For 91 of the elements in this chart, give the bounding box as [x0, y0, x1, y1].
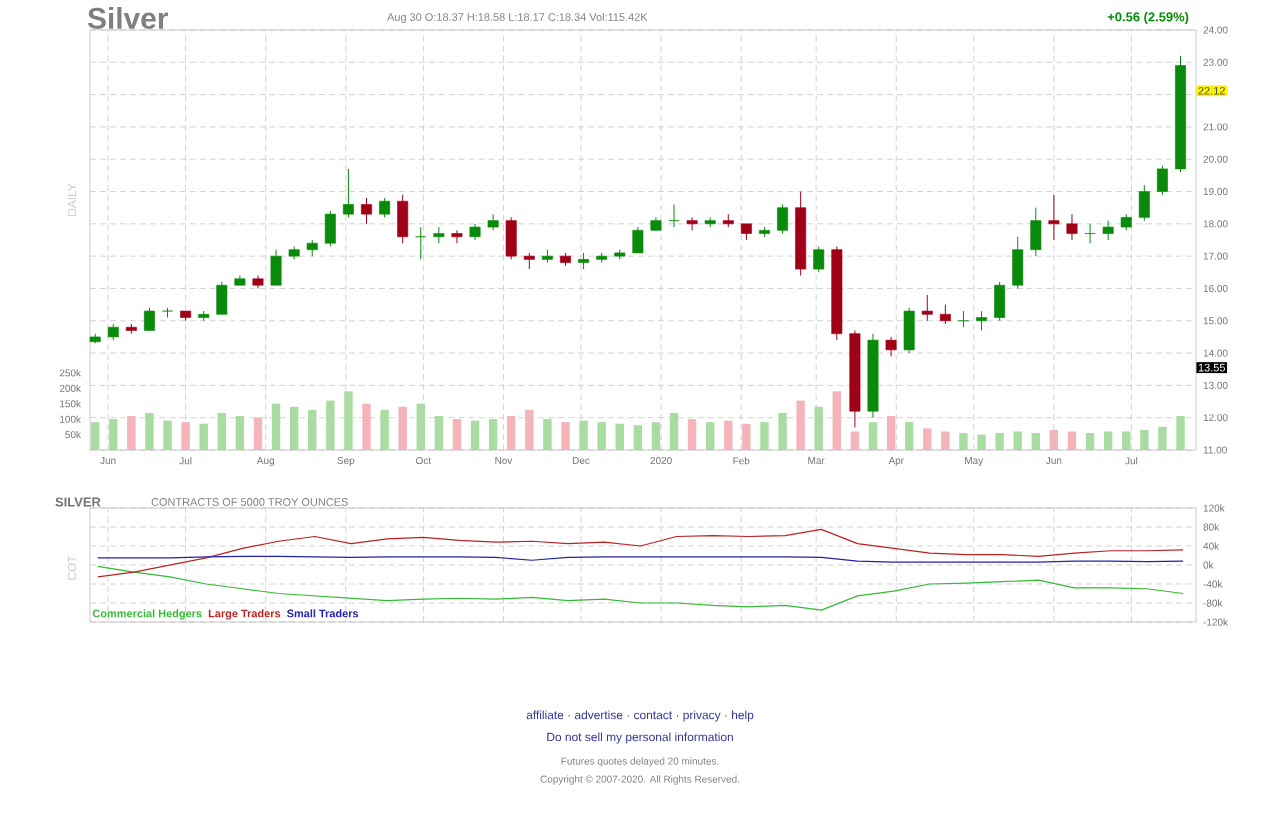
candlestick	[379, 197, 391, 218]
candlestick	[1012, 236, 1024, 289]
bar	[687, 419, 697, 450]
bar	[868, 422, 878, 450]
bar	[651, 422, 661, 450]
bar	[959, 433, 968, 450]
bar	[543, 419, 552, 450]
bar	[163, 420, 172, 450]
bar	[1103, 431, 1113, 450]
candlestick	[994, 281, 1006, 322]
chart-title: Silver	[87, 7, 169, 29]
bar	[1013, 431, 1022, 450]
bar	[1158, 426, 1167, 450]
bar	[941, 431, 950, 450]
bar	[145, 412, 154, 450]
bar	[1122, 431, 1131, 450]
bar	[706, 422, 715, 450]
candlestick	[885, 336, 897, 357]
bar	[253, 417, 263, 450]
bar	[488, 419, 498, 450]
candlestick	[216, 281, 228, 315]
candlestick	[668, 203, 680, 228]
candlestick	[505, 216, 517, 260]
bar	[181, 422, 190, 450]
candlestick	[324, 210, 336, 247]
candlestick	[1138, 184, 1150, 222]
bar	[561, 422, 570, 450]
bar	[742, 423, 751, 450]
bar	[470, 420, 480, 450]
bar	[235, 416, 245, 450]
bar	[326, 400, 335, 450]
candlestick	[777, 203, 789, 235]
bar	[1140, 429, 1149, 450]
bar	[507, 416, 516, 450]
bar	[380, 409, 389, 450]
candlestick	[1066, 213, 1078, 241]
bar	[615, 423, 624, 450]
candlestick	[397, 194, 409, 244]
candlestick	[921, 294, 933, 322]
candlestick	[487, 213, 499, 231]
candlestick	[143, 307, 155, 331]
bar	[796, 400, 805, 450]
bar	[1085, 433, 1095, 450]
candlestick	[1084, 223, 1096, 244]
candlestick	[813, 245, 825, 273]
candlestick	[1030, 207, 1042, 257]
bar	[904, 422, 914, 450]
candlestick	[451, 229, 463, 244]
bar	[633, 425, 643, 450]
bar	[525, 409, 534, 450]
bar	[289, 406, 299, 450]
bar	[398, 406, 407, 450]
bar	[886, 416, 896, 450]
bar	[669, 412, 679, 450]
bar	[995, 433, 1004, 450]
candlestick	[270, 249, 282, 286]
bar	[977, 434, 986, 450]
bar	[1176, 416, 1185, 450]
candlestick	[632, 226, 644, 254]
candlestick	[976, 310, 987, 331]
candlestick	[361, 197, 372, 225]
candlestick	[1048, 194, 1060, 241]
bar	[832, 391, 842, 450]
bar	[724, 420, 733, 450]
bar	[434, 416, 444, 450]
bar	[90, 422, 100, 450]
candlestick	[903, 307, 915, 354]
bar	[850, 431, 860, 450]
bar	[271, 403, 281, 450]
bar	[308, 409, 317, 450]
candlestick	[1156, 165, 1168, 196]
candlestick	[957, 310, 969, 328]
bar	[109, 419, 118, 450]
candlestick	[342, 168, 354, 218]
candlestick	[433, 226, 445, 244]
bar	[362, 403, 371, 450]
bar	[760, 422, 769, 450]
bar	[452, 419, 462, 450]
bar	[199, 423, 208, 450]
candlestick	[939, 304, 951, 325]
candlestick	[1102, 220, 1114, 241]
bar	[597, 422, 606, 450]
bar	[127, 416, 136, 450]
bar	[923, 428, 932, 450]
candlestick	[415, 226, 427, 260]
bar	[1067, 431, 1077, 450]
bar	[217, 412, 226, 450]
bar	[344, 391, 353, 450]
bar	[778, 412, 787, 450]
bar	[1031, 433, 1040, 450]
candlestick	[686, 216, 698, 231]
